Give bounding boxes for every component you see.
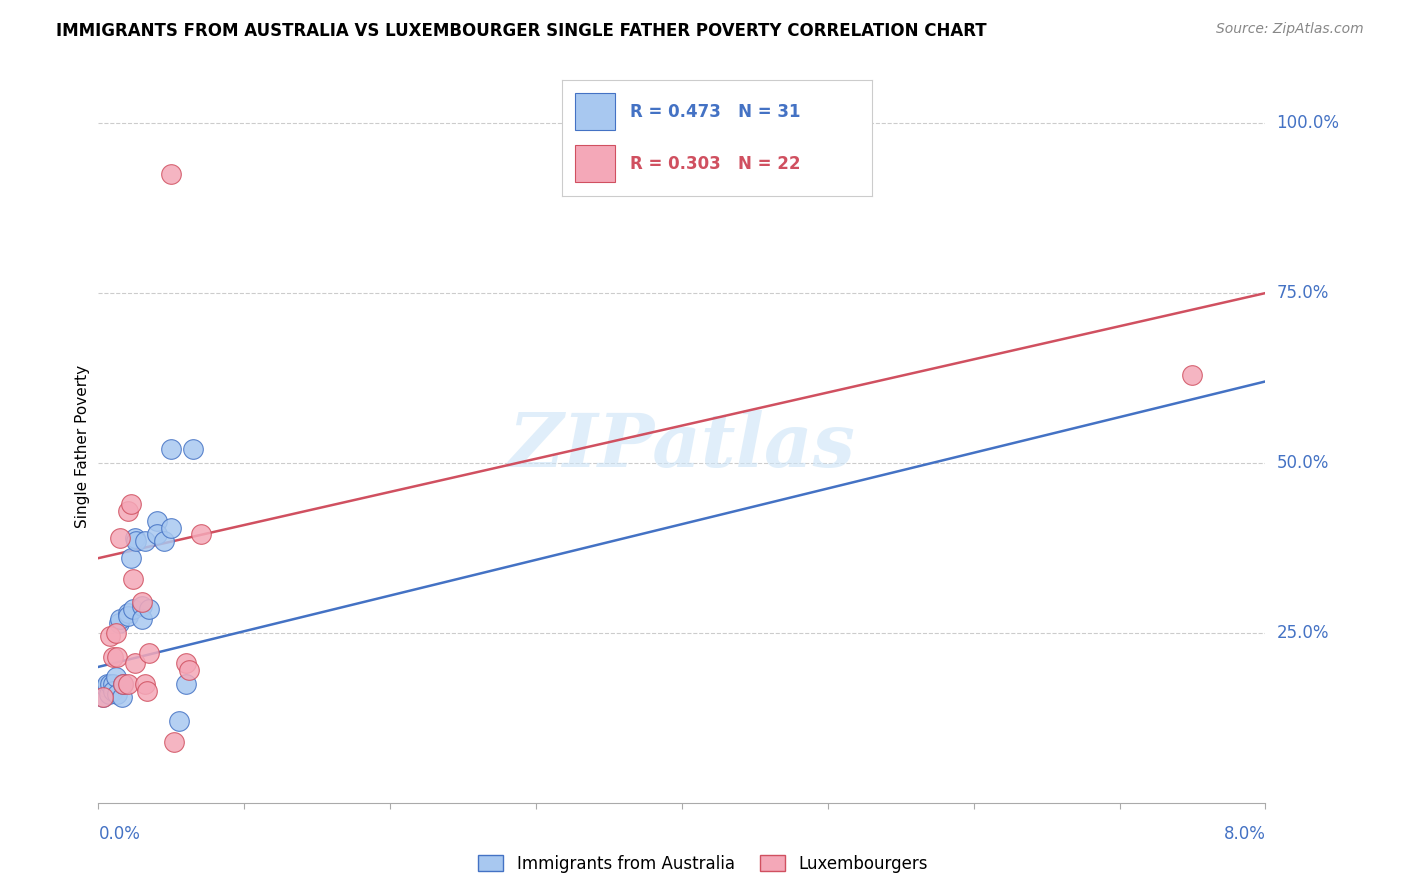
Bar (575, 145, 614, 182)
Text: IMMIGRANTS FROM AUSTRALIA VS LUXEMBOURGER SINGLE FATHER POVERTY CORRELATION CHAR: IMMIGRANTS FROM AUSTRALIA VS LUXEMBOURGE… (56, 22, 987, 40)
Point (167, 714, 190, 729)
Point (104, 670, 127, 684)
Point (111, 690, 134, 705)
Legend: Immigrants from Australia, Luxembourgers: Immigrants from Australia, Luxembourgers (472, 848, 934, 880)
Point (104, 626, 127, 640)
Point (1181, 368, 1204, 382)
Point (120, 551, 142, 566)
Point (146, 514, 169, 528)
Point (120, 497, 142, 511)
Point (117, 677, 139, 691)
Point (134, 534, 156, 549)
Point (160, 520, 183, 534)
Point (98, 629, 121, 643)
Point (91, 690, 114, 705)
Text: Source: ZipAtlas.com: Source: ZipAtlas.com (1216, 22, 1364, 37)
Point (96, 677, 118, 691)
Text: 8.0%: 8.0% (1223, 825, 1265, 843)
Point (97, 687, 120, 701)
Point (174, 657, 197, 671)
Point (124, 657, 146, 671)
Point (101, 649, 124, 664)
Point (117, 503, 139, 517)
Point (122, 572, 145, 586)
Text: 0.0%: 0.0% (98, 825, 141, 843)
Point (110, 612, 132, 626)
Point (160, 167, 183, 181)
Text: R = 0.303   N = 22: R = 0.303 N = 22 (630, 155, 801, 173)
Point (112, 677, 135, 691)
Point (101, 683, 124, 698)
Point (131, 595, 153, 609)
Point (174, 677, 197, 691)
Text: 100.0%: 100.0% (1277, 114, 1340, 132)
Point (110, 531, 132, 545)
Point (98, 677, 121, 691)
Point (108, 615, 131, 630)
Point (124, 531, 146, 545)
Point (134, 677, 156, 691)
Point (153, 534, 176, 549)
Point (112, 677, 135, 691)
Text: 75.0%: 75.0% (1277, 284, 1329, 302)
Point (105, 687, 128, 701)
Text: 50.0%: 50.0% (1277, 454, 1329, 472)
Point (101, 677, 124, 691)
Point (160, 442, 183, 457)
Text: ZIPatlas: ZIPatlas (509, 409, 855, 483)
Point (177, 663, 200, 677)
Point (117, 606, 139, 620)
Y-axis label: Single Father Poverty: Single Father Poverty (75, 365, 90, 527)
Point (117, 608, 139, 623)
Point (131, 599, 153, 613)
Text: 25.0%: 25.0% (1277, 624, 1329, 642)
Point (135, 683, 157, 698)
Point (146, 527, 169, 541)
Point (138, 602, 160, 616)
Point (131, 612, 153, 626)
Point (122, 602, 145, 616)
Text: R = 0.473   N = 31: R = 0.473 N = 31 (630, 103, 801, 120)
Point (91, 690, 114, 705)
Point (190, 527, 212, 541)
Point (138, 646, 160, 660)
Point (125, 534, 148, 549)
Bar (575, 93, 614, 130)
Point (181, 442, 204, 457)
Point (163, 734, 186, 748)
Point (105, 649, 128, 664)
Point (94, 680, 117, 694)
